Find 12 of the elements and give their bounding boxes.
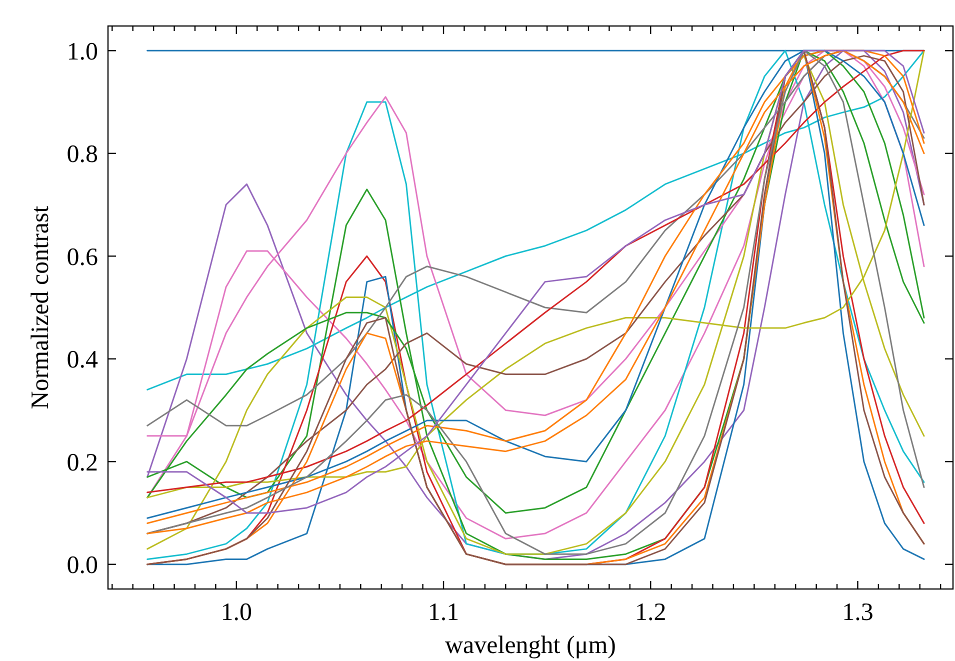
y-tick-label: 0.6 bbox=[66, 244, 98, 271]
y-tick-label: 0.8 bbox=[66, 141, 98, 168]
x-tick-label: 1.3 bbox=[842, 599, 874, 626]
x-tick-label: 1.0 bbox=[220, 599, 252, 626]
x-tick-label: 1.1 bbox=[428, 599, 460, 626]
x-tick-label: 1.2 bbox=[635, 599, 666, 626]
y-tick-label: 0.4 bbox=[66, 346, 98, 374]
y-tick-label: 1.0 bbox=[66, 38, 98, 66]
y-axis-title: Normalized contrast bbox=[27, 206, 54, 410]
y-tick-label: 0.2 bbox=[66, 449, 98, 476]
y-tick-label: 0.0 bbox=[66, 552, 98, 580]
x-axis-title: wavelenght (μm) bbox=[445, 632, 616, 659]
